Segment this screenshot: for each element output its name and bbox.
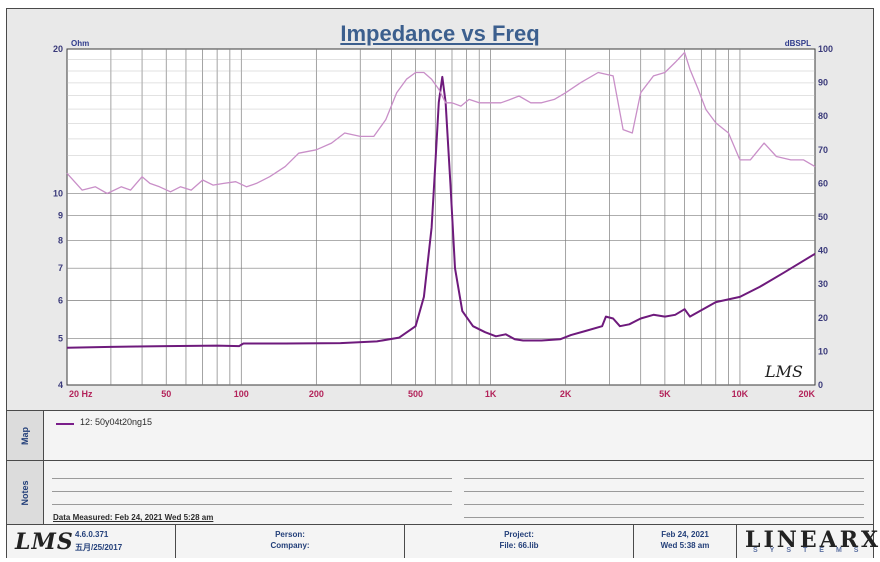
x-tick-label: 20 Hz [69, 389, 93, 399]
y-right-tick-label: 20 [818, 313, 828, 323]
version-date: 五月/25/2017 [75, 543, 123, 552]
measured-date: Data Measured: Feb 24, 2021 Wed 5:28 am [53, 513, 214, 522]
note-line [52, 504, 452, 505]
footer-project-cell: Project: File: 66.lib [405, 525, 634, 558]
x-tick-label: 50 [161, 389, 171, 399]
map-legend-area: 12: 50y04t20ng15 [44, 411, 873, 460]
note-line [464, 478, 864, 479]
impedance-series-line [66, 75, 816, 349]
y-left-tick-label: 5 [58, 333, 63, 343]
y-right-tick-label: 90 [818, 78, 828, 88]
y-left-unit: Ohm [71, 39, 89, 48]
y-right-tick-label: 10 [818, 346, 828, 356]
notes-tab-label: Notes [20, 479, 30, 506]
notes-panel: Notes Data Measured: Feb 24, 2021 Wed 5:… [7, 460, 873, 524]
y-right-unit: dBSPL [785, 39, 811, 48]
note-line [464, 491, 864, 492]
y-left-tick-label: 4 [58, 380, 63, 390]
y-left-tick-label: 7 [58, 263, 63, 273]
map-tab[interactable]: Map [7, 411, 44, 460]
y-right-tick-label: 70 [818, 145, 828, 155]
file-label: File: 66.lib [499, 541, 539, 550]
y-right-tick-label: 0 [818, 380, 823, 390]
footer-date-cell: Feb 24, 2021 Wed 5:38 am [634, 525, 737, 558]
chart-title: Impedance vs Freq [340, 21, 540, 46]
footer-version-cell: LMS 4.6.0.371 五月/25/2017 [7, 525, 176, 558]
x-tick-label: 100 [234, 389, 249, 399]
footer-bar: LMS 4.6.0.371 五月/25/2017 Person: Company… [7, 524, 878, 558]
spl-series-line [66, 51, 816, 195]
y-right-tick-label: 30 [818, 279, 828, 289]
x-tick-label: 2K [560, 389, 572, 399]
company-label: Company: [270, 541, 310, 550]
linearx-logo: LINEARX [745, 527, 880, 553]
person-label: Person: [275, 530, 305, 539]
note-line [464, 517, 864, 518]
x-tick-label: 500 [408, 389, 423, 399]
impedance-chart: Ohm dBSPL45678910200102030405060708090100… [53, 39, 833, 399]
note-line [52, 491, 452, 492]
y-right-tick-label: 100 [818, 44, 833, 54]
y-right-tick-label: 80 [818, 111, 828, 121]
x-tick-label: 20K [798, 389, 815, 399]
y-left-tick-label: 20 [53, 44, 63, 54]
x-tick-label: 5K [659, 389, 671, 399]
version-number: 4.6.0.371 [75, 530, 109, 539]
lms-logo: LMS [15, 529, 74, 555]
note-line [52, 478, 452, 479]
x-tick-label: 10K [732, 389, 749, 399]
y-left-tick-label: 6 [58, 295, 63, 305]
footer-date: Feb 24, 2021 [661, 530, 709, 539]
y-right-tick-label: 50 [818, 212, 828, 222]
legend-label[interactable]: 12: 50y04t20ng15 [80, 417, 153, 427]
project-label: Project: [504, 530, 534, 539]
y-left-tick-label: 9 [58, 211, 63, 221]
y-left-tick-label: 8 [58, 235, 63, 245]
notes-tab[interactable]: Notes [7, 461, 44, 524]
impedance-report-window: Ohm dBSPL 4 5 6 7 8 9 10 20 0 10 20 30 40 50 60 70 80 90 100… [6, 8, 878, 558]
x-tick-label: 200 [309, 389, 324, 399]
y-left-tick-label: 10 [53, 189, 63, 199]
legend-swatch [56, 423, 74, 425]
notes-area[interactable]: Data Measured: Feb 24, 2021 Wed 5:28 am [44, 461, 873, 524]
y-right-tick-label: 60 [818, 178, 828, 188]
footer-brand-cell: LINEARX SYSTEMS [737, 525, 878, 558]
plot-area [66, 48, 816, 386]
note-line [464, 504, 864, 505]
map-panel: Map 12: 50y04t20ng15 [7, 410, 873, 460]
lms-watermark: LMS [764, 362, 803, 381]
linearx-subtitle: SYSTEMS [753, 547, 871, 554]
map-tab-label: Map [20, 426, 30, 445]
y-right-tick-label: 40 [818, 246, 828, 256]
x-tick-label: 1K [485, 389, 497, 399]
footer-person-cell: Person: Company: [176, 525, 405, 558]
footer-time: Wed 5:38 am [660, 541, 710, 550]
